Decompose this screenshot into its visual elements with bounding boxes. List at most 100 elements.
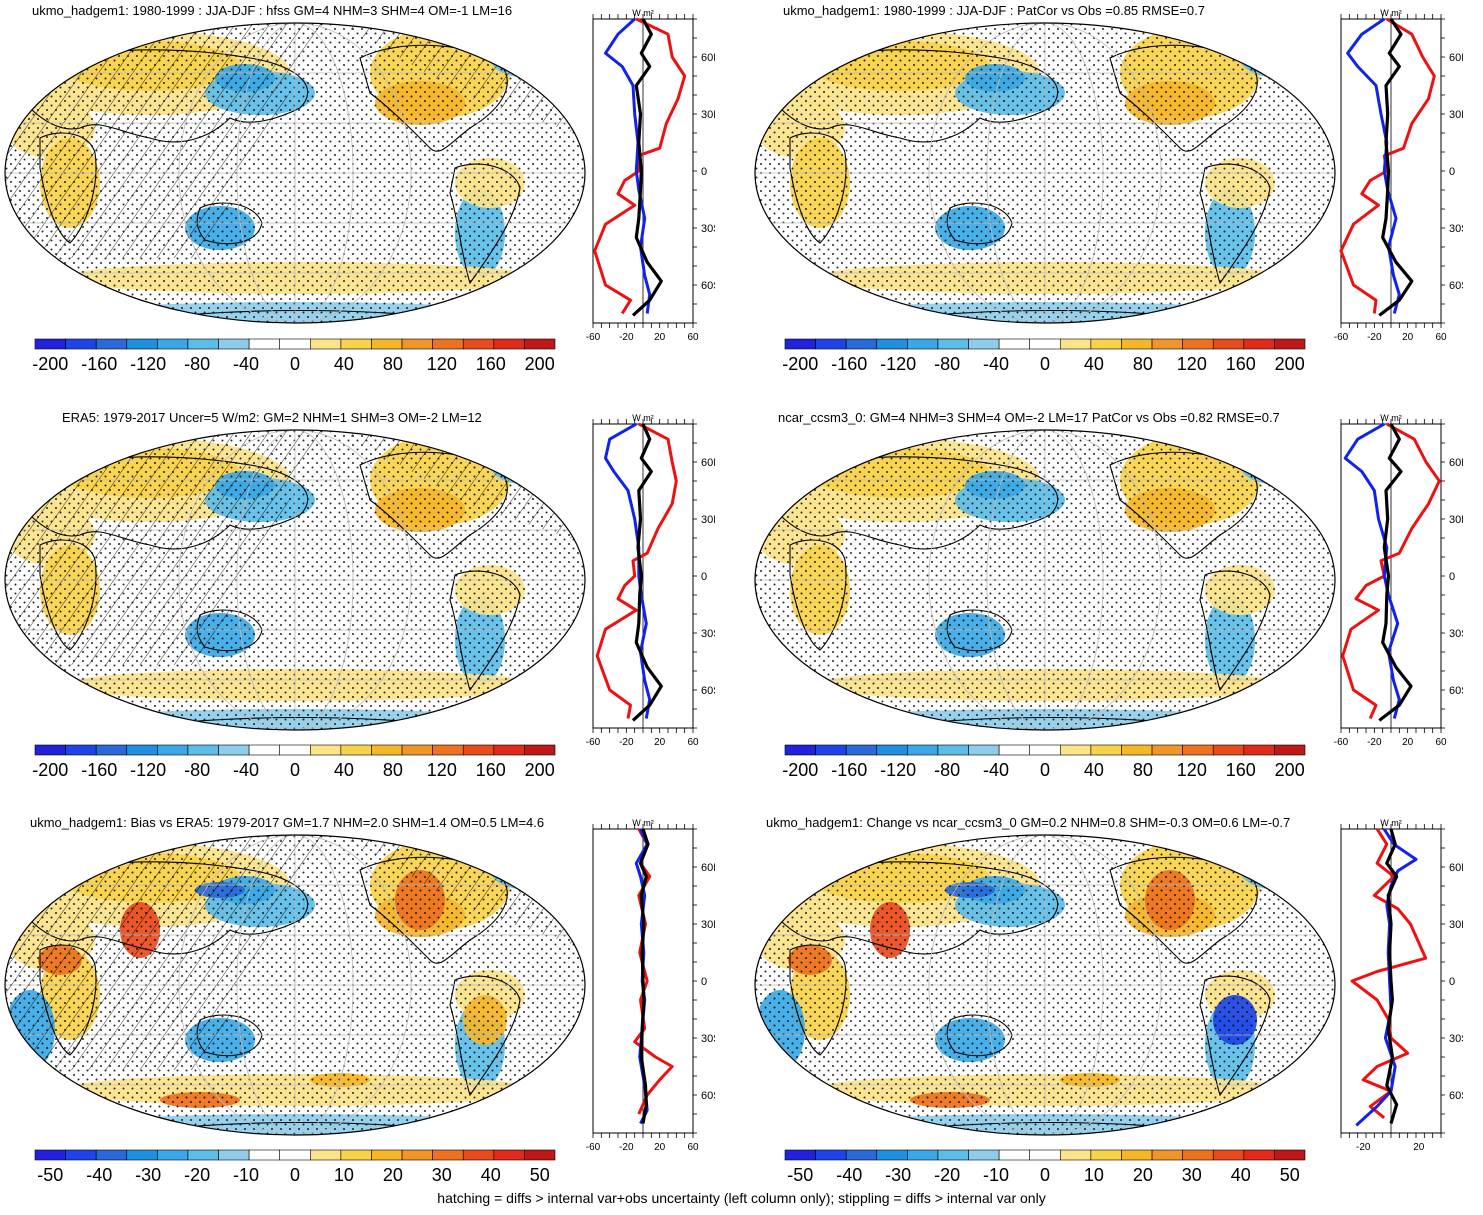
colorbar-swatch (1090, 744, 1122, 756)
zonal-x-tick-label: -20 (1367, 737, 1382, 748)
colorbar-swatch (1029, 1149, 1061, 1161)
panel-5-map (4, 834, 586, 1136)
colorbar-swatch (401, 1149, 433, 1161)
panel-1-map (4, 22, 586, 324)
colorbar-swatch (815, 744, 847, 756)
zonal-series-blue (604, 17, 652, 314)
colorbar-tick-label: -10 (983, 1165, 1009, 1185)
hatching (5, 835, 330, 1070)
colorbar-swatch (95, 744, 128, 756)
zonal-series-black (1378, 423, 1413, 722)
colorbar-tick-label: 50 (530, 1165, 550, 1185)
panel-1-title: ukmo_hadgem1: 1980-1999 : JJA-DJF : hfss… (32, 3, 513, 18)
colorbar-tick-label: -40 (983, 760, 1009, 780)
zonal-unit-label: W m² (632, 413, 654, 423)
zonal-x-tick-label: 20 (654, 332, 666, 343)
colorbar-swatch (371, 744, 403, 756)
colorbar-swatch (1059, 338, 1092, 350)
colorbar-swatch (907, 744, 939, 756)
colorbar-tick-label: -50 (37, 1165, 63, 1185)
panel-1-colorbar: -200 -160 -120 -80 -40 0 40 80 120 160 200 (32, 338, 556, 374)
figure-caption: hatching = diffs > internal var+obs unce… (437, 1190, 1046, 1206)
colorbar-tick-label: 120 (1177, 354, 1207, 374)
zonal-x-tick-label: -20 (619, 737, 634, 748)
colorbar-swatch (1243, 744, 1275, 756)
colorbar-swatch (1029, 338, 1061, 350)
colorbar-tick-label: 80 (1133, 760, 1153, 780)
colorbar-swatch (34, 1149, 66, 1161)
colorbar-tick-label: 0 (290, 760, 300, 780)
colorbar-swatch (1151, 744, 1183, 756)
zonal-x-tick-label: 20 (1402, 332, 1414, 343)
colorbar-swatch (309, 744, 342, 756)
colorbar-swatch (340, 1149, 372, 1161)
zonal-lat-label: 60S (1449, 280, 1463, 292)
colorbar-swatch (126, 1149, 158, 1161)
colorbar-swatch (340, 744, 372, 756)
colorbar-swatch (432, 744, 464, 756)
zonal-x-tick-label: -60 (586, 1142, 601, 1153)
zonal-x-tick-label: 20 (654, 737, 666, 748)
panel-2-colorbar: -200 -160 -120 -80 -40 0 40 80 120 160 200 (782, 338, 1306, 374)
colorbar-swatch (937, 1149, 969, 1161)
panel-3-map (4, 429, 586, 731)
zonal-x-tick-label: 20 (654, 1142, 666, 1153)
panel-3-title: ERA5: 1979-2017 Uncer=5 W/m2: GM=2 NHM=1… (62, 410, 482, 425)
colorbar-tick-label: -200 (782, 354, 818, 374)
colorbar-tick-label: -30 (885, 1165, 911, 1185)
colorbar-swatch (187, 1149, 219, 1161)
colorbar-swatch (1182, 1149, 1214, 1161)
colorbar-swatch (401, 744, 433, 756)
zonal-x-tick-label: 60 (1435, 332, 1447, 343)
zonal-x-tick-label: -20 (619, 1142, 634, 1153)
colorbar-swatch (279, 1149, 311, 1161)
zonal-x-tick-label: -60 (586, 332, 601, 343)
zonal-series-red (595, 422, 678, 719)
zonal-x-tick-label: 60 (687, 737, 699, 748)
panel-2-title: ukmo_hadgem1: 1980-1999 : JJA-DJF : PatC… (783, 3, 1205, 18)
colorbar-swatch (401, 338, 433, 350)
zonal-lat-label: 0 (1449, 571, 1455, 583)
colorbar-tick-label: -200 (32, 760, 68, 780)
zonal-lat-label: 60S (1449, 1090, 1463, 1102)
colorbar-swatch (462, 744, 495, 756)
zonal-x-tick-label: -60 (1334, 332, 1349, 343)
zonal-x-tick-label: 20 (1402, 737, 1414, 748)
colorbar-swatch (907, 338, 939, 350)
colorbar-swatch (1029, 744, 1061, 756)
panel-6-title: ukmo_hadgem1: Change vs ncar_ccsm3_0 GM=… (766, 815, 1291, 830)
zonal-series-black (1378, 18, 1414, 317)
colorbar-tick-label: 40 (481, 1165, 501, 1185)
field-anomaly-region (755, 841, 870, 869)
colorbar-tick-label: -30 (135, 1165, 161, 1185)
colorbar-swatch (1059, 744, 1092, 756)
zonal-series-black (631, 423, 663, 722)
zonal-lat-label: 30N (1449, 514, 1463, 526)
zonal-lat-label: 30N (701, 109, 715, 121)
panel-6-map (754, 834, 1336, 1136)
colorbar-tick-label: -120 (880, 354, 916, 374)
colorbar-swatch (524, 744, 556, 756)
panel-5-zonal-mean-plot: W m² -60 -20 20 60 60N 30N 0 30S 60S (586, 818, 715, 1153)
colorbar-swatch (65, 744, 97, 756)
colorbar-tick-label: 20 (1133, 1165, 1153, 1185)
zonal-unit-label: W m² (1380, 818, 1402, 828)
colorbar-tick-label: 30 (1182, 1165, 1202, 1185)
colorbar-swatch (157, 338, 189, 350)
colorbar-tick-label: -20 (184, 1165, 210, 1185)
colorbar-swatch (218, 338, 250, 350)
colorbar-swatch (34, 338, 66, 350)
map-border (754, 22, 1336, 324)
zonal-lat-label: 60N (1449, 52, 1463, 64)
colorbar-swatch (493, 1149, 525, 1161)
field-anomaly-region (5, 841, 120, 869)
colorbar-tick-label: 50 (1280, 1165, 1300, 1185)
colorbar-swatch (968, 744, 1000, 756)
colorbar-swatch (876, 338, 908, 350)
colorbar-tick-label: 40 (334, 354, 354, 374)
colorbar-tick-label: -160 (81, 760, 117, 780)
colorbar-swatch (1274, 338, 1306, 350)
map-border (4, 834, 586, 1136)
colorbar-tick-label: 40 (1231, 1165, 1251, 1185)
colorbar-tick-label: 80 (383, 760, 403, 780)
